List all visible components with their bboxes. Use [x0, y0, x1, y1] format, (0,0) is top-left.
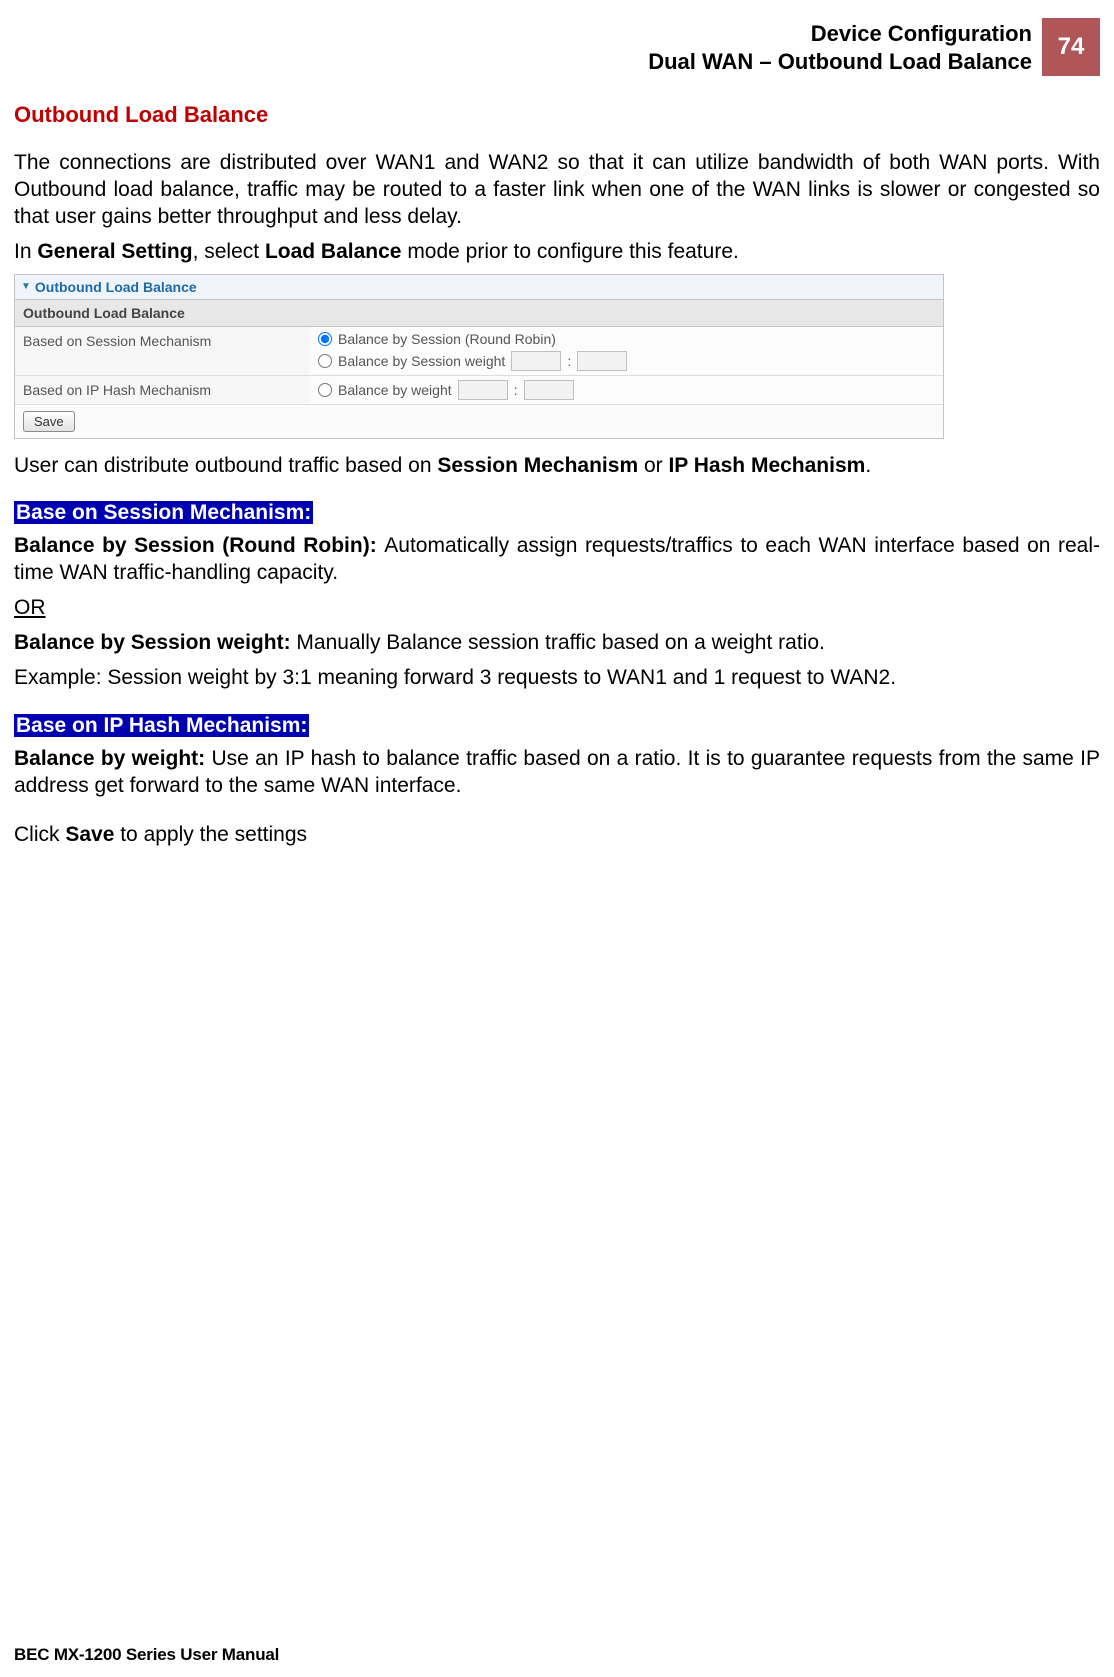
text: User can distribute outbound traffic bas…	[14, 454, 437, 477]
ip-weight-input-1[interactable]	[458, 380, 508, 400]
or-text: OR	[14, 595, 1100, 622]
colon-text: :	[567, 353, 571, 369]
session-mechanism-heading: Base on Session Mechanism:	[14, 501, 313, 524]
header-line1: Device Configuration	[648, 20, 1032, 48]
radio-label: Balance by Session (Round Robin)	[338, 331, 556, 347]
bold-text: Balance by Session weight:	[14, 631, 296, 654]
text: Manually Balance session traffic based o…	[296, 631, 824, 654]
balance-by-weight-desc: Balance by weight: Use an IP hash to bal…	[14, 746, 1100, 800]
ip-weight-input-2[interactable]	[524, 380, 574, 400]
intro-paragraph: The connections are distributed over WAN…	[14, 150, 1100, 231]
text: .	[865, 454, 871, 477]
bold-text: General Setting	[37, 240, 192, 263]
page-number: 74	[1042, 18, 1100, 76]
text: , select	[193, 240, 265, 263]
distribute-paragraph: User can distribute outbound traffic bas…	[14, 453, 1100, 480]
text: In	[14, 240, 37, 263]
radio-label: Balance by Session weight	[338, 353, 505, 369]
panel-subheader: Outbound Load Balance	[15, 300, 943, 327]
row-label: Based on Session Mechanism	[15, 327, 310, 375]
ip-hash-mechanism-heading: Base on IP Hash Mechanism:	[14, 714, 309, 737]
radio-balance-by-session[interactable]	[318, 332, 332, 346]
session-weight-input-1[interactable]	[511, 351, 561, 371]
or-underline: OR	[14, 596, 46, 619]
text: to apply the settings	[114, 823, 307, 846]
radio-balance-by-weight[interactable]	[318, 383, 332, 397]
collapse-icon: ▼	[21, 281, 31, 292]
save-button[interactable]: Save	[23, 411, 75, 432]
session-weight-input-2[interactable]	[577, 351, 627, 371]
section-title: Outbound Load Balance	[14, 102, 1100, 128]
footer-manual-name: BEC MX-1200 Series User Manual	[14, 1645, 279, 1665]
page-header: Device Configuration Dual WAN – Outbound…	[14, 18, 1100, 76]
bold-text: Balance by Session (Round Robin):	[14, 534, 384, 557]
text: mode prior to configure this feature.	[401, 240, 738, 263]
balance-by-session-desc: Balance by Session (Round Robin): Automa…	[14, 533, 1100, 587]
balance-by-weight-option[interactable]: Balance by weight :	[318, 380, 935, 400]
panel-header[interactable]: ▼ Outbound Load Balance	[15, 275, 943, 300]
bold-text: Load Balance	[265, 240, 402, 263]
bold-text: IP Hash Mechanism	[668, 454, 865, 477]
radio-label: Balance by weight	[338, 382, 452, 398]
save-row: Save	[15, 405, 943, 438]
session-mechanism-row: Based on Session Mechanism Balance by Se…	[15, 327, 943, 376]
balance-by-session-weight-desc: Balance by Session weight: Manually Bala…	[14, 630, 1100, 657]
bold-text: Save	[65, 823, 114, 846]
text: Click	[14, 823, 65, 846]
header-line2: Dual WAN – Outbound Load Balance	[648, 48, 1032, 76]
bold-text: Session Mechanism	[437, 454, 638, 477]
bold-text: Balance by weight:	[14, 747, 211, 770]
row-label: Based on IP Hash Mechanism	[15, 376, 310, 404]
balance-by-session-option[interactable]: Balance by Session (Round Robin)	[318, 331, 935, 347]
radio-balance-by-session-weight[interactable]	[318, 354, 332, 368]
outbound-load-balance-panel: ▼ Outbound Load Balance Outbound Load Ba…	[14, 274, 944, 439]
colon-text: :	[514, 382, 518, 398]
balance-by-session-weight-option[interactable]: Balance by Session weight :	[318, 351, 935, 371]
session-weight-example: Example: Session weight by 3:1 meaning f…	[14, 665, 1100, 692]
panel-title-text: Outbound Load Balance	[35, 279, 197, 295]
text: or	[638, 454, 668, 477]
general-setting-paragraph: In General Setting, select Load Balance …	[14, 239, 1100, 266]
click-save-paragraph: Click Save to apply the settings	[14, 822, 1100, 849]
ip-hash-mechanism-row: Based on IP Hash Mechanism Balance by we…	[15, 376, 943, 405]
